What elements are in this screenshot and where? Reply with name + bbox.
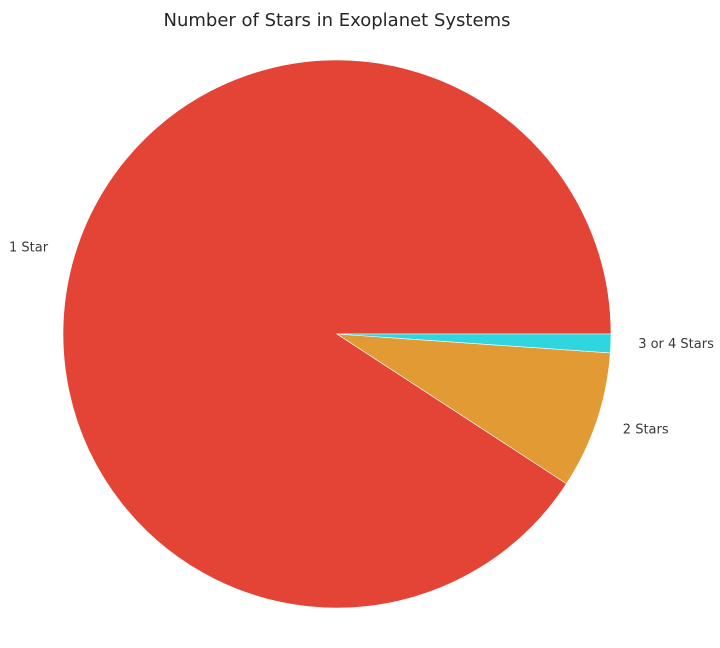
chart-title: Number of Stars in Exoplanet Systems: [164, 10, 511, 31]
pie-slice-label: 1 Star: [9, 241, 49, 256]
pie-slices: [62, 59, 612, 609]
pie-slice-label: 3 or 4 Stars: [638, 337, 714, 352]
pie-slice-3: [336, 333, 612, 354]
pie-slice-2: [335, 333, 611, 485]
pie-slice-label: 2 Stars: [623, 422, 669, 437]
pie-labels: 1 Star 2 Stars 3 or 4 Stars: [9, 241, 714, 438]
